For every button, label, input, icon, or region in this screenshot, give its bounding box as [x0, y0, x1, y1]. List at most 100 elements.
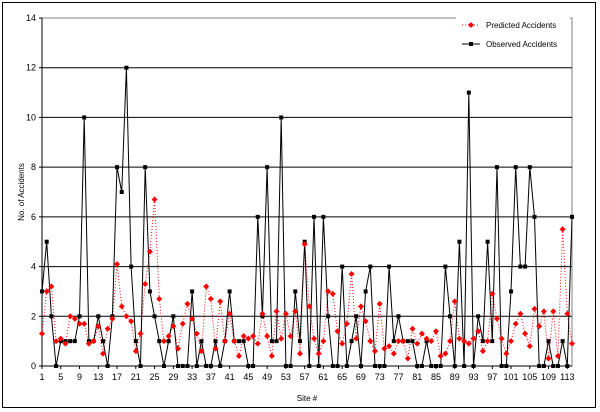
observed-point [419, 364, 424, 368]
predicted-point [259, 310, 266, 317]
observed-point [523, 264, 528, 269]
observed-point [119, 190, 124, 194]
predicted-point [43, 288, 50, 295]
observed-point [72, 339, 77, 344]
predicted-point [536, 323, 543, 330]
predicted-point [545, 355, 552, 362]
y-tick-label: 14 [26, 13, 36, 23]
x-tick-label: 5 [58, 372, 63, 382]
predicted-point [372, 348, 379, 355]
predicted-point [53, 338, 60, 345]
x-tick-label: 37 [206, 372, 216, 382]
predicted-point [503, 350, 510, 357]
observed-point [340, 264, 345, 269]
observed-point [565, 364, 570, 368]
predicted-point [99, 350, 106, 357]
x-tick-label: 69 [356, 372, 366, 382]
predicted-point [292, 308, 299, 315]
observed-point [509, 289, 514, 294]
predicted-point [559, 226, 566, 233]
observed-point [466, 90, 471, 95]
predicted-point [85, 340, 92, 347]
predicted-point [414, 340, 421, 347]
observed-point [396, 314, 401, 319]
observed-point [480, 339, 485, 344]
predicted-point [442, 350, 449, 357]
predicted-point [376, 300, 383, 307]
observed-point [54, 364, 59, 368]
observed-point [293, 289, 298, 294]
observed-point [570, 214, 574, 219]
x-tick-label: 29 [168, 372, 178, 382]
x-tick-label: 93 [468, 372, 478, 382]
observed-point [546, 339, 551, 344]
predicted-point [240, 333, 247, 340]
observed-point [438, 364, 443, 368]
predicted-point [296, 350, 303, 357]
observed-point [265, 165, 270, 170]
predicted-point [123, 313, 130, 320]
predicted-point [456, 335, 463, 342]
x-tick-label: 41 [225, 372, 235, 382]
x-tick-label: 101 [504, 372, 519, 382]
predicted-point [250, 333, 257, 340]
predicted-point [189, 315, 196, 322]
observed-point [457, 239, 462, 244]
observed-point [236, 339, 241, 344]
predicted-point [142, 280, 149, 287]
predicted-point [151, 196, 158, 203]
predicted-point [493, 315, 500, 322]
predicted-point [67, 313, 74, 320]
predicted-point [118, 303, 125, 310]
observed-point [443, 264, 448, 269]
predicted-point [231, 338, 238, 345]
observed-point [185, 364, 190, 368]
observed-point [555, 364, 560, 368]
y-tick-label: 6 [31, 212, 36, 222]
x-tick-label: 89 [450, 372, 460, 382]
observed-point [537, 364, 542, 368]
observed-point [307, 364, 312, 368]
predicted-point [564, 310, 571, 317]
predicted-point [357, 303, 364, 310]
observed-point [246, 364, 251, 368]
observed-point [297, 339, 302, 344]
observed-point [349, 339, 354, 344]
predicted-point [550, 308, 557, 315]
predicted-point [146, 248, 153, 255]
observed-point [532, 214, 537, 219]
predicted-point [160, 338, 167, 345]
legend-predicted-marker [468, 22, 474, 28]
predicted-point [137, 330, 144, 337]
legend-box [456, 14, 570, 54]
legend-predicted-label: Predicted Accidents [486, 21, 556, 30]
predicted-point [226, 310, 233, 317]
x-tick-label: 13 [93, 372, 103, 382]
observed-point [476, 314, 481, 319]
predicted-point [128, 318, 135, 325]
observed-point [213, 339, 218, 344]
observed-point [551, 364, 556, 368]
predicted-point [306, 303, 313, 310]
predicted-point [498, 335, 505, 342]
observed-point [105, 364, 110, 368]
observed-point [77, 314, 82, 319]
predicted-point [400, 338, 407, 345]
predicted-point [479, 348, 486, 355]
observed-point [157, 339, 162, 344]
x-tick-label: 85 [431, 372, 441, 382]
observed-point [448, 314, 453, 319]
x-tick-label: 65 [337, 372, 347, 382]
observed-point [391, 339, 396, 344]
observed-point [330, 364, 335, 368]
x-tick-label: 73 [375, 372, 385, 382]
observed-point [518, 264, 523, 269]
observed-point [410, 339, 415, 344]
x-tick-label: 1 [39, 372, 44, 382]
predicted-point [282, 310, 289, 317]
x-tick-label: 25 [150, 372, 160, 382]
observed-point [321, 214, 326, 219]
predicted-point [334, 328, 341, 335]
predicted-point [526, 343, 533, 350]
observed-point [344, 364, 349, 368]
